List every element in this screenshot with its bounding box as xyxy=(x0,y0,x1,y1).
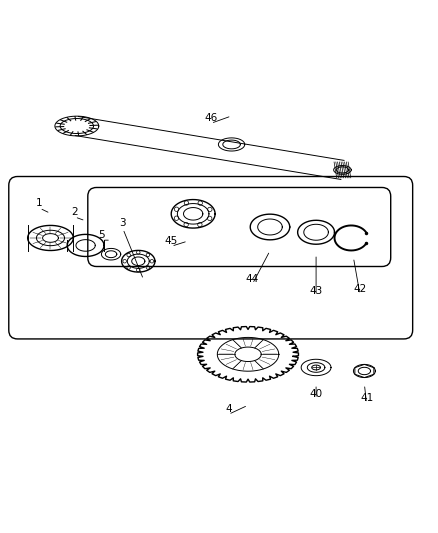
Text: 43: 43 xyxy=(309,286,322,296)
Text: 41: 41 xyxy=(359,393,372,403)
Text: 44: 44 xyxy=(245,274,258,284)
Text: 2: 2 xyxy=(71,207,78,216)
Text: 1: 1 xyxy=(36,198,43,208)
Text: 5: 5 xyxy=(98,230,105,240)
Text: 45: 45 xyxy=(164,236,177,246)
Text: 42: 42 xyxy=(353,284,366,294)
Text: 40: 40 xyxy=(309,389,322,399)
Text: 46: 46 xyxy=(204,113,217,123)
Text: 3: 3 xyxy=(119,219,126,229)
Text: 4: 4 xyxy=(224,404,231,414)
